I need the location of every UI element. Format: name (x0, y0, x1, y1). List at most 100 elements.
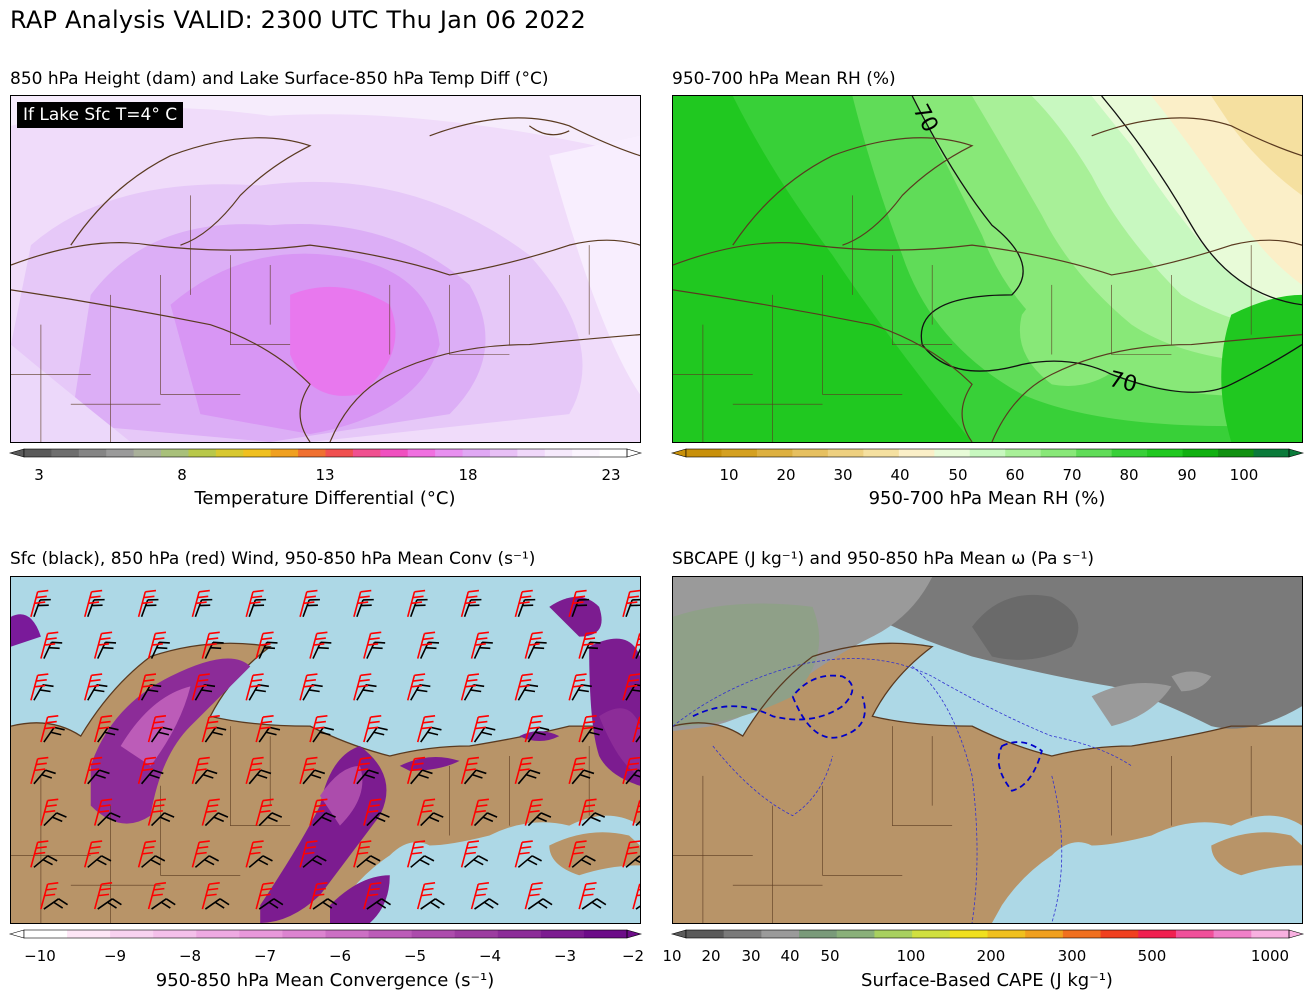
wind-barb-850 (578, 631, 597, 659)
colorbar-segment (799, 930, 838, 938)
wind-barb-850 (470, 798, 489, 826)
wind-barb-sfc (151, 898, 176, 910)
wind-barb-850 (416, 631, 436, 659)
wind-barb-sfc (527, 726, 550, 743)
wind-barb-sfc (248, 769, 272, 785)
tick-label: 50 (820, 947, 840, 965)
wind-barb-850 (93, 882, 113, 910)
wind-barb-sfc (581, 812, 606, 827)
colorbar-segment (792, 449, 829, 457)
wind-barb-850 (524, 715, 543, 743)
tick-label: 40 (890, 466, 910, 484)
wind-barb-850 (40, 715, 59, 743)
wind-barb-850 (40, 631, 59, 659)
colorbar-segment (599, 449, 628, 457)
wind-barb-850 (514, 756, 533, 785)
colorbar-segment (969, 449, 1006, 457)
colorbar-segment (1253, 449, 1290, 457)
wind-barb-850 (470, 631, 489, 659)
colorbar-frame (685, 929, 1290, 939)
colorbar-segment (411, 930, 456, 938)
colorbar-frame (23, 929, 628, 939)
colorbar-extend-left (8, 448, 25, 458)
colorbar-segment (1005, 449, 1042, 457)
wind-barb-850 (363, 631, 382, 659)
wind-barb-850 (255, 631, 274, 659)
wind-barb-850 (416, 882, 436, 910)
wind-barb-850 (514, 589, 533, 617)
wind-barb-850 (299, 756, 318, 785)
wind-barb-850 (470, 715, 489, 743)
wind-barb-sfc (474, 898, 499, 910)
tick-label: 30 (741, 947, 761, 965)
wind-barb-850 (40, 798, 59, 826)
wind-barb-850 (201, 882, 220, 910)
wind-barb-850 (255, 798, 274, 826)
colorbar-segment (51, 449, 80, 457)
wind-barb-sfc (302, 855, 327, 868)
colorbar-segment (188, 449, 217, 457)
wind-barb-850 (632, 715, 640, 743)
wind-barb-sfc (581, 726, 604, 743)
map-rh[interactable]: 70 70 (672, 95, 1303, 443)
wind-barb-850 (137, 589, 157, 617)
colorbar-extend-left (8, 929, 25, 939)
wind-barb-850 (30, 840, 49, 868)
wind-barb-sfc (140, 769, 164, 785)
wind-barb-sfc (635, 641, 640, 659)
map-cape[interactable] (672, 576, 1303, 924)
map-temp-diff[interactable]: If Lake Sfc T=4° C (10, 95, 641, 443)
wind-barb-850 (460, 756, 480, 785)
wind-barb-sfc (517, 769, 541, 785)
wind-barb-sfc (258, 898, 284, 910)
wind-barb-850 (191, 840, 210, 868)
wind-barb-850 (406, 673, 426, 701)
colorbar-segment (106, 449, 135, 457)
panel-title-cape: SBCAPE (J kg⁻¹) and 950-850 hPa Mean ω (… (672, 549, 1095, 569)
wind-barb-sfc (312, 726, 334, 743)
colorbar-rh (670, 448, 1305, 509)
tick-label: 20 (776, 466, 796, 484)
colorbar-extend-right (1288, 448, 1305, 458)
wind-barb-850 (568, 589, 587, 617)
colorbar-segment (721, 449, 758, 457)
colorbar-label-rh: 950-700 hPa Mean RH (%) (868, 488, 1106, 509)
wind-barb-sfc (527, 898, 553, 910)
colorbar-segment (874, 930, 913, 938)
map-convergence[interactable] (10, 576, 641, 924)
inset-label: If Lake Sfc T=4° C (17, 102, 184, 128)
wind-barb-850 (137, 673, 157, 701)
wind-barb-sfc (204, 726, 227, 743)
tick-label: 100 (1229, 466, 1259, 484)
panel-title-temp-diff: 850 hPa Height (dam) and Lake Surface-85… (10, 69, 549, 89)
colorbar-segment (243, 449, 272, 457)
colorbar-segment (380, 449, 409, 457)
wind-barb-850 (83, 673, 103, 701)
colorbar-extend-right (1288, 929, 1305, 939)
colorbar-segment (686, 449, 722, 457)
wind-barb-850 (406, 589, 426, 617)
wind-barb-850 (632, 882, 640, 910)
wind-barb-850 (245, 673, 264, 701)
wind-barb-850 (622, 589, 640, 617)
colorbar-temp-diff (8, 448, 643, 509)
wind-barb-sfc (571, 769, 595, 785)
tick-label: 90 (1177, 466, 1197, 484)
wind-barb-850 (632, 631, 640, 659)
wind-barb-sfc (366, 812, 390, 827)
wind-barb-850 (568, 673, 587, 701)
wind-barb-850 (191, 589, 210, 617)
wind-barb-850 (30, 589, 49, 617)
wind-barb-sfc (420, 726, 442, 743)
wind-barb-850 (299, 589, 318, 617)
tick-label: 20 (701, 947, 721, 965)
colorbar-segment (325, 930, 370, 938)
wind-barb-sfc (581, 898, 607, 910)
colorbar-segment (24, 449, 52, 457)
tick-label: −3 (553, 947, 577, 965)
wind-barb-850 (299, 673, 318, 701)
wind-barb-850 (30, 756, 49, 785)
colorbar-segment (1100, 930, 1139, 938)
wind-barb-850 (201, 798, 220, 826)
wind-barb-850 (514, 840, 533, 868)
